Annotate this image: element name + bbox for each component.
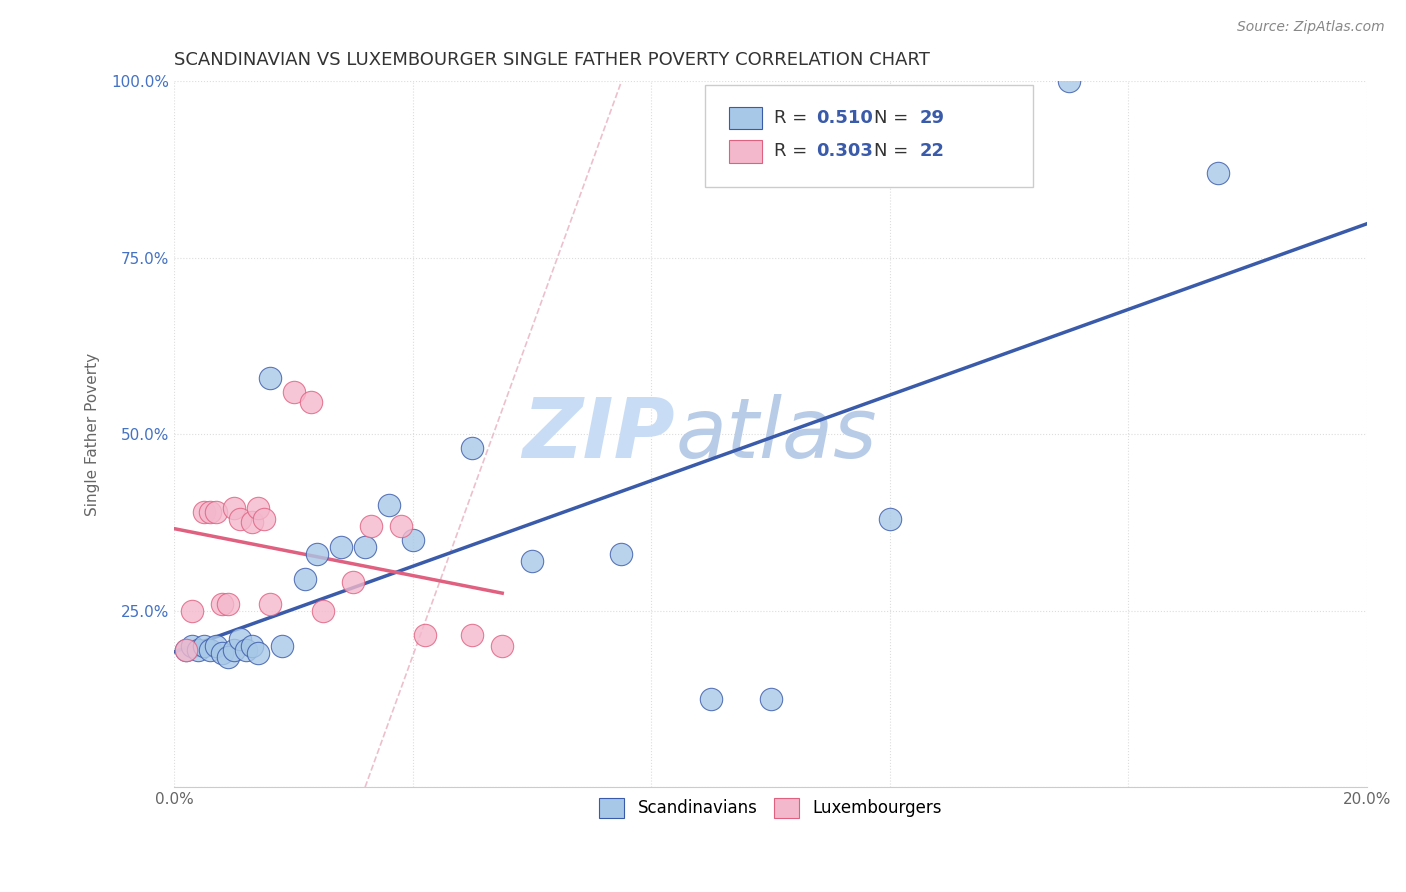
Point <box>205 639 228 653</box>
Point <box>491 639 513 653</box>
Point <box>198 642 221 657</box>
Text: Source: ZipAtlas.com: Source: ZipAtlas.com <box>1237 20 1385 34</box>
Point <box>211 597 233 611</box>
Point <box>759 692 782 706</box>
Text: ZIP: ZIP <box>523 393 675 475</box>
Legend: Scandinavians, Luxembourgers: Scandinavians, Luxembourgers <box>592 791 949 825</box>
Point <box>378 498 401 512</box>
Point <box>222 642 245 657</box>
Text: 0.303: 0.303 <box>815 142 873 161</box>
Point <box>193 639 215 653</box>
Point <box>461 442 484 456</box>
Point <box>307 547 329 561</box>
Point <box>520 554 543 568</box>
Text: SCANDINAVIAN VS LUXEMBOURGER SINGLE FATHER POVERTY CORRELATION CHART: SCANDINAVIAN VS LUXEMBOURGER SINGLE FATH… <box>174 51 931 69</box>
Point <box>181 639 204 653</box>
Point <box>187 642 209 657</box>
Point <box>246 646 269 660</box>
Point <box>330 540 353 554</box>
Point <box>229 632 252 646</box>
Point <box>270 639 292 653</box>
Point <box>1206 166 1229 180</box>
Point <box>299 395 322 409</box>
Point <box>205 505 228 519</box>
FancyBboxPatch shape <box>728 140 762 162</box>
Point <box>1057 74 1080 88</box>
Point <box>700 692 723 706</box>
Point <box>217 597 239 611</box>
Point <box>413 628 436 642</box>
Point <box>229 512 252 526</box>
Point <box>253 512 276 526</box>
Text: N =: N = <box>875 142 908 161</box>
Point <box>211 646 233 660</box>
Point <box>389 519 412 533</box>
Text: 22: 22 <box>920 142 945 161</box>
FancyBboxPatch shape <box>704 85 1033 187</box>
Point <box>360 519 382 533</box>
Text: R =: R = <box>775 109 813 127</box>
Point <box>402 533 425 548</box>
Point <box>461 628 484 642</box>
Point <box>174 642 197 657</box>
Text: 29: 29 <box>920 109 945 127</box>
Point <box>342 575 364 590</box>
Point <box>235 642 257 657</box>
Text: atlas: atlas <box>675 393 877 475</box>
Point <box>240 516 263 530</box>
Point <box>259 597 281 611</box>
FancyBboxPatch shape <box>728 107 762 129</box>
Point <box>354 540 377 554</box>
Point <box>312 604 335 618</box>
Text: R =: R = <box>775 142 813 161</box>
Point <box>198 505 221 519</box>
Point <box>879 512 901 526</box>
Point <box>283 384 305 399</box>
Text: N =: N = <box>875 109 908 127</box>
Point <box>259 371 281 385</box>
Text: 0.510: 0.510 <box>815 109 873 127</box>
Point <box>294 572 316 586</box>
Point <box>222 501 245 516</box>
Point <box>181 604 204 618</box>
Point <box>610 547 633 561</box>
Point <box>193 505 215 519</box>
Point <box>217 649 239 664</box>
Point <box>240 639 263 653</box>
Y-axis label: Single Father Poverty: Single Father Poverty <box>86 352 100 516</box>
Point <box>174 642 197 657</box>
Point <box>246 501 269 516</box>
